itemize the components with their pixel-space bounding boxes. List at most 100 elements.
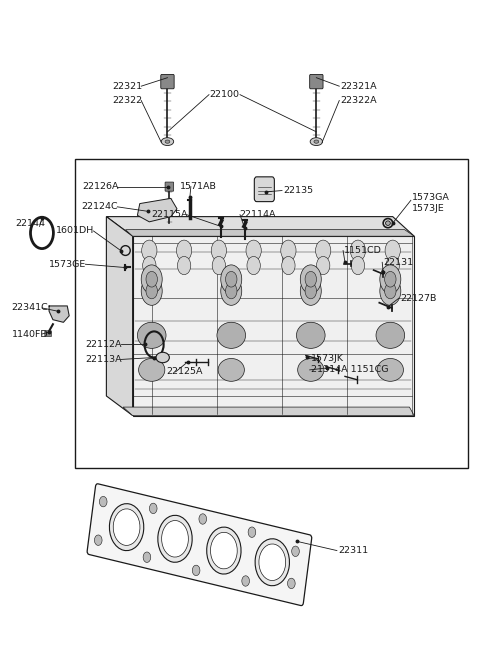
Polygon shape [125,230,414,236]
Ellipse shape [218,358,244,381]
Circle shape [288,578,295,589]
Text: 22322A: 22322A [340,96,377,105]
Polygon shape [132,236,414,415]
Text: 22126A: 22126A [82,182,118,191]
Circle shape [259,544,286,580]
Circle shape [212,256,226,274]
Polygon shape [107,217,132,415]
Ellipse shape [139,358,165,381]
Circle shape [282,256,295,274]
Text: 22115A: 22115A [151,210,188,219]
Text: 22322: 22322 [112,96,142,105]
Circle shape [211,240,227,261]
FancyBboxPatch shape [45,331,51,337]
Text: 22112A: 22112A [85,340,121,349]
Circle shape [300,276,321,305]
Circle shape [143,552,151,563]
FancyBboxPatch shape [87,484,312,606]
Circle shape [292,546,300,557]
Ellipse shape [314,140,319,143]
Circle shape [143,256,156,274]
Text: 1151CD: 1151CD [344,246,382,255]
Circle shape [158,515,192,562]
Circle shape [211,533,237,569]
Text: 21314A 1151CG: 21314A 1151CG [311,365,388,375]
Circle shape [351,256,365,274]
Ellipse shape [376,322,405,348]
Text: 22135: 22135 [283,186,313,195]
Text: 1573GE: 1573GE [49,260,86,269]
Circle shape [177,240,192,261]
Circle shape [149,503,157,514]
Text: 22127B: 22127B [400,293,436,303]
Ellipse shape [156,352,169,363]
Circle shape [226,283,237,299]
FancyBboxPatch shape [165,182,174,191]
Text: 1140FD: 1140FD [12,329,48,339]
Circle shape [142,240,157,261]
Text: 1573JK: 1573JK [311,354,344,363]
Circle shape [141,265,162,293]
Circle shape [385,240,400,261]
Circle shape [99,496,107,507]
Circle shape [178,256,191,274]
Circle shape [246,240,261,261]
Circle shape [248,527,256,537]
Circle shape [380,276,401,305]
Circle shape [281,240,296,261]
Circle shape [221,265,242,293]
Polygon shape [49,306,69,322]
Text: 1573GA: 1573GA [412,193,450,202]
Ellipse shape [298,358,324,381]
Ellipse shape [161,138,174,145]
Text: 22131: 22131 [383,258,413,267]
Circle shape [242,576,250,586]
Text: 22321: 22321 [112,82,142,90]
Text: 22114A: 22114A [239,210,276,219]
Text: 22144: 22144 [15,219,45,228]
Bar [75,159,468,468]
Ellipse shape [217,322,246,348]
Ellipse shape [297,322,325,348]
Circle shape [386,256,399,274]
Circle shape [146,271,157,287]
Circle shape [255,539,289,586]
Circle shape [247,256,260,274]
Circle shape [141,276,162,305]
Text: 22321A: 22321A [340,82,377,90]
Polygon shape [107,217,414,236]
Circle shape [305,283,316,299]
Text: 1573JE: 1573JE [412,204,444,214]
Circle shape [380,265,401,293]
Circle shape [384,283,396,299]
Circle shape [305,271,316,287]
Ellipse shape [137,322,166,348]
Circle shape [315,240,331,261]
Ellipse shape [377,358,404,381]
Text: 22100: 22100 [210,90,240,99]
Text: 22113A: 22113A [85,355,121,364]
Ellipse shape [165,140,170,143]
Polygon shape [137,198,177,222]
Circle shape [199,514,206,524]
Circle shape [221,276,242,305]
Circle shape [95,535,102,546]
Text: 22311: 22311 [338,546,368,555]
FancyBboxPatch shape [161,75,174,89]
Circle shape [113,509,140,546]
FancyBboxPatch shape [254,177,275,202]
Circle shape [316,256,330,274]
Circle shape [350,240,366,261]
Text: 22124C: 22124C [82,202,118,212]
Circle shape [207,527,241,574]
Circle shape [192,565,200,576]
Circle shape [384,271,396,287]
Ellipse shape [385,221,390,225]
Circle shape [162,521,188,557]
Text: 22341C: 22341C [12,303,48,312]
FancyBboxPatch shape [310,75,323,89]
Circle shape [109,504,144,551]
Circle shape [226,271,237,287]
Ellipse shape [310,138,323,145]
Polygon shape [123,407,414,415]
